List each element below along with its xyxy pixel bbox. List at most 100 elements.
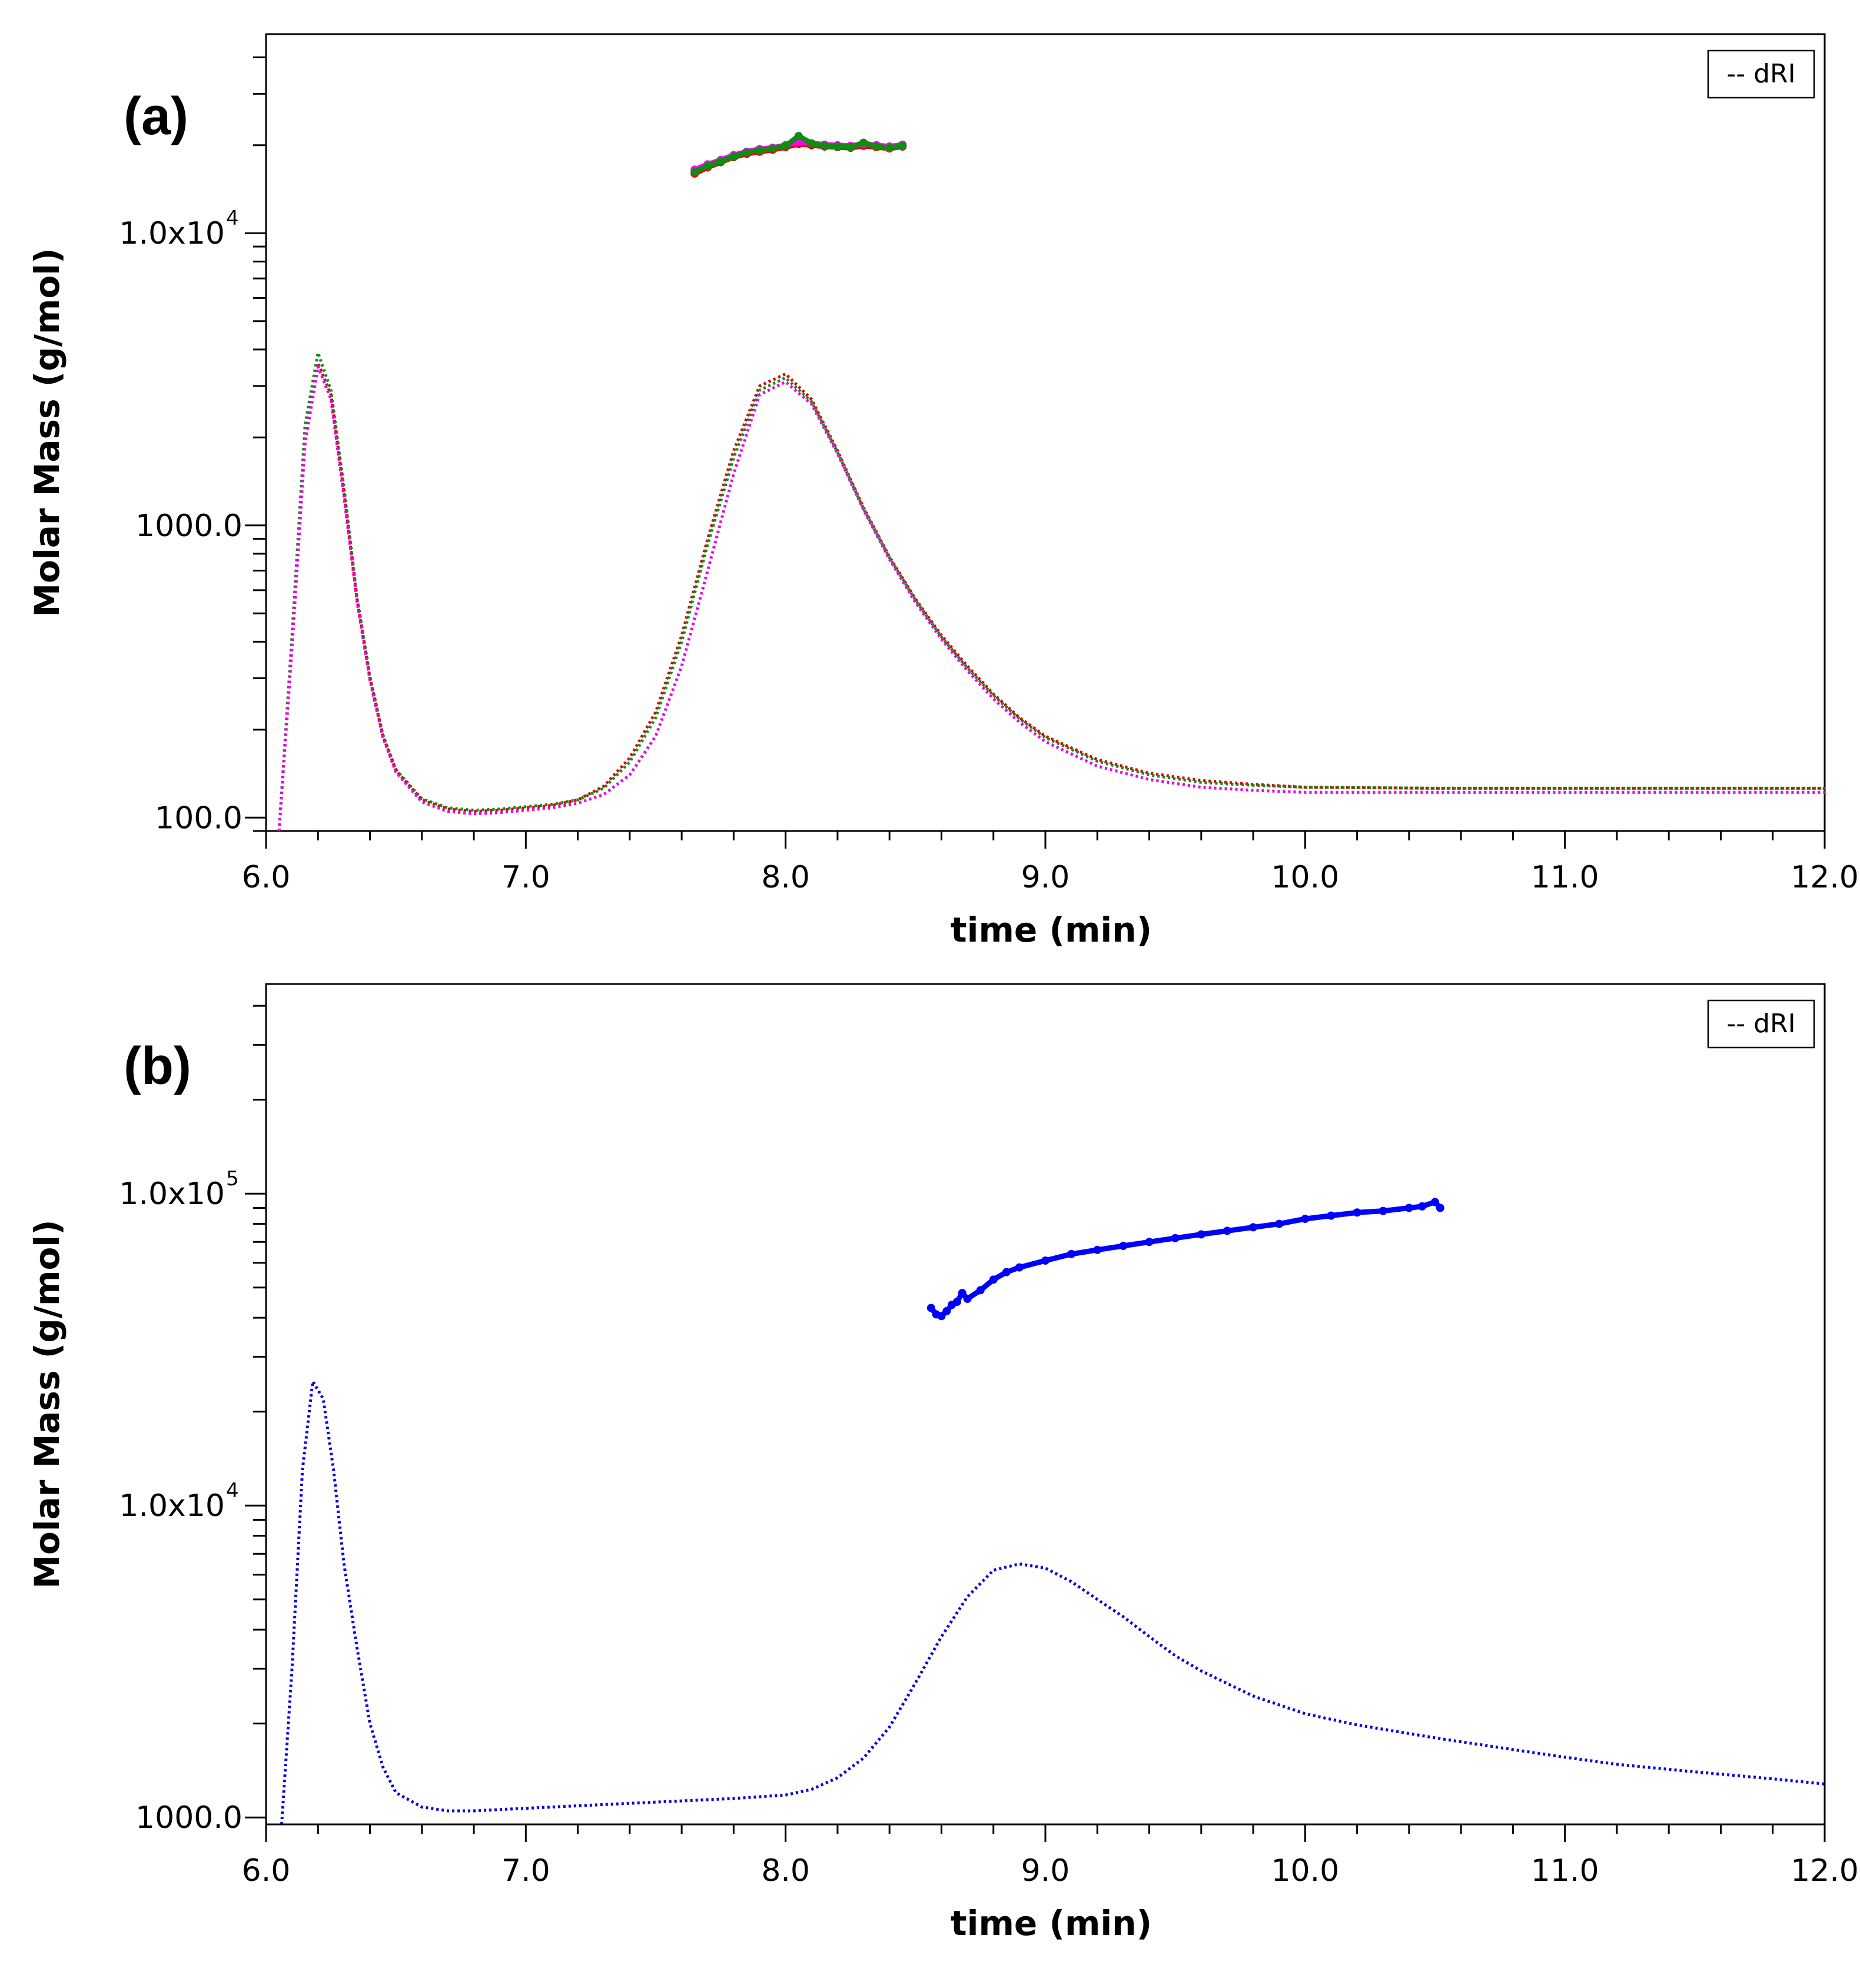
molar-mass-point (872, 142, 881, 151)
x-tick-label: 12.0 (1791, 1853, 1859, 1889)
x-tick-label: 9.0 (1021, 860, 1070, 895)
molar-mass-point (807, 139, 816, 148)
y-tick-label: 1000.0 (135, 1800, 243, 1836)
panel-label: (a) (124, 87, 188, 146)
molar-mass-point (885, 144, 894, 152)
legend: -- dRI (1707, 49, 1815, 99)
y-tick-mantissa: 1000.0 (135, 508, 243, 544)
molar-mass-point (1301, 1215, 1310, 1224)
molar-mass-point (1379, 1206, 1387, 1215)
legend-box (1707, 999, 1815, 1049)
molar-mass-point (1171, 1234, 1180, 1242)
x-ticks (265, 1824, 1826, 1842)
molar-mass-point (1436, 1204, 1444, 1212)
molar-mass-point (755, 146, 764, 155)
molar-mass-point (716, 157, 725, 166)
x-axis-title: time (min) (951, 910, 1152, 950)
molar-mass-point (1015, 1263, 1024, 1272)
x-tick-label: 8.0 (761, 860, 810, 895)
dri-series-line (277, 361, 1825, 831)
y-tick-mantissa: 1000.0 (135, 1800, 243, 1836)
molar-mass-series-line (929, 1199, 1443, 1319)
x-tick-label: 10.0 (1271, 860, 1339, 895)
molar-mass-point (1197, 1230, 1205, 1239)
molar-mass-point (952, 1298, 961, 1307)
molar-mass-point (958, 1289, 966, 1298)
y-tick-mantissa: 1.0x10 (119, 1488, 225, 1524)
molar-mass-point (942, 1307, 951, 1315)
y-tick-exponent: 4 (226, 1479, 239, 1502)
molar-mass-point (859, 138, 868, 147)
y-tick-label: 1.0x10 (119, 216, 225, 251)
y-axis-title: Molar Mass (g/mol) (27, 248, 67, 617)
series-group (280, 1198, 1825, 1824)
x-tick-label: 11.0 (1531, 1853, 1599, 1889)
molar-mass-point (898, 141, 907, 150)
y-tick-label: 1.0x10 (119, 1176, 225, 1212)
y-tick-mantissa: 100.0 (155, 800, 243, 836)
x-tick-label: 12.0 (1791, 860, 1859, 895)
dri-series-line (280, 1379, 1825, 1824)
molar-mass-point (690, 168, 699, 177)
y-ticks (245, 56, 266, 832)
x-tick-label: 6.0 (242, 860, 291, 895)
molar-mass-point (926, 1304, 935, 1312)
molar-mass-point (768, 144, 777, 153)
molar-mass-point (1223, 1226, 1231, 1235)
molar-mass-point (781, 141, 790, 150)
legend: -- dRI (1707, 999, 1815, 1049)
molar-mass-point (1093, 1245, 1102, 1254)
x-tick-label: 9.0 (1021, 1853, 1070, 1889)
molar-mass-point (794, 132, 803, 141)
dri-series-line (277, 351, 1825, 831)
x-tick-label: 7.0 (501, 1853, 550, 1889)
y-axis-title: Molar Mass (g/mol) (27, 1219, 67, 1588)
series-group (277, 132, 1825, 831)
molar-mass-point (937, 1312, 946, 1321)
y-tick-label: 1000.0 (135, 508, 243, 544)
x-tick-label: 11.0 (1531, 860, 1599, 895)
y-ticks (245, 1005, 266, 1819)
y-tick-mantissa: 1.0x10 (119, 216, 225, 251)
x-tick-label: 10.0 (1271, 1853, 1339, 1889)
molar-mass-point (1119, 1241, 1128, 1250)
molar-mass-point (963, 1294, 972, 1303)
molar-mass-point (1327, 1211, 1336, 1220)
molar-mass-point (820, 141, 829, 150)
legend-box (1707, 49, 1815, 99)
x-tick-label: 6.0 (242, 1853, 291, 1889)
panel-label: (b) (124, 1037, 191, 1096)
molar-mass-point (1431, 1198, 1439, 1206)
molar-mass-point (1404, 1204, 1413, 1212)
legend-label: -- dRI (1726, 59, 1795, 89)
molar-mass-point (1041, 1256, 1049, 1265)
x-tick-label: 8.0 (761, 1853, 810, 1889)
x-ticks (265, 831, 1826, 849)
x-tick-label: 7.0 (501, 860, 550, 895)
plot-frame (265, 33, 1826, 832)
molar-mass-point (976, 1286, 985, 1295)
x-axis-title: time (min) (951, 1903, 1152, 1943)
molar-mass-point (1002, 1268, 1011, 1276)
molar-mass-point (1275, 1219, 1284, 1228)
molar-mass-point (846, 143, 855, 152)
y-tick-label: 1.0x10 (119, 1488, 225, 1524)
molar-mass-point (989, 1275, 998, 1284)
y-tick-label: 100.0 (155, 800, 243, 836)
molar-mass-point (1353, 1208, 1361, 1217)
molar-mass-point (1067, 1249, 1076, 1258)
y-tick-mantissa: 1.0x10 (119, 1176, 225, 1212)
legend-label: -- dRI (1726, 1009, 1795, 1039)
molar-mass-point (1417, 1202, 1426, 1211)
molar-mass-point (742, 148, 751, 157)
molar-mass-point (729, 152, 738, 161)
y-tick-exponent: 4 (226, 207, 239, 230)
y-tick-exponent: 5 (226, 1167, 239, 1191)
molar-mass-point (1145, 1238, 1154, 1246)
molar-mass-point (703, 161, 712, 170)
molar-mass-point (1249, 1223, 1258, 1232)
plot-frame (265, 983, 1826, 1826)
molar-mass-point (833, 142, 842, 151)
panel-a: 100.0 1000.0 1.0x10 4 6.0 7.0 8.0 9.0 10.0 11.0 12… (27, 33, 1859, 950)
